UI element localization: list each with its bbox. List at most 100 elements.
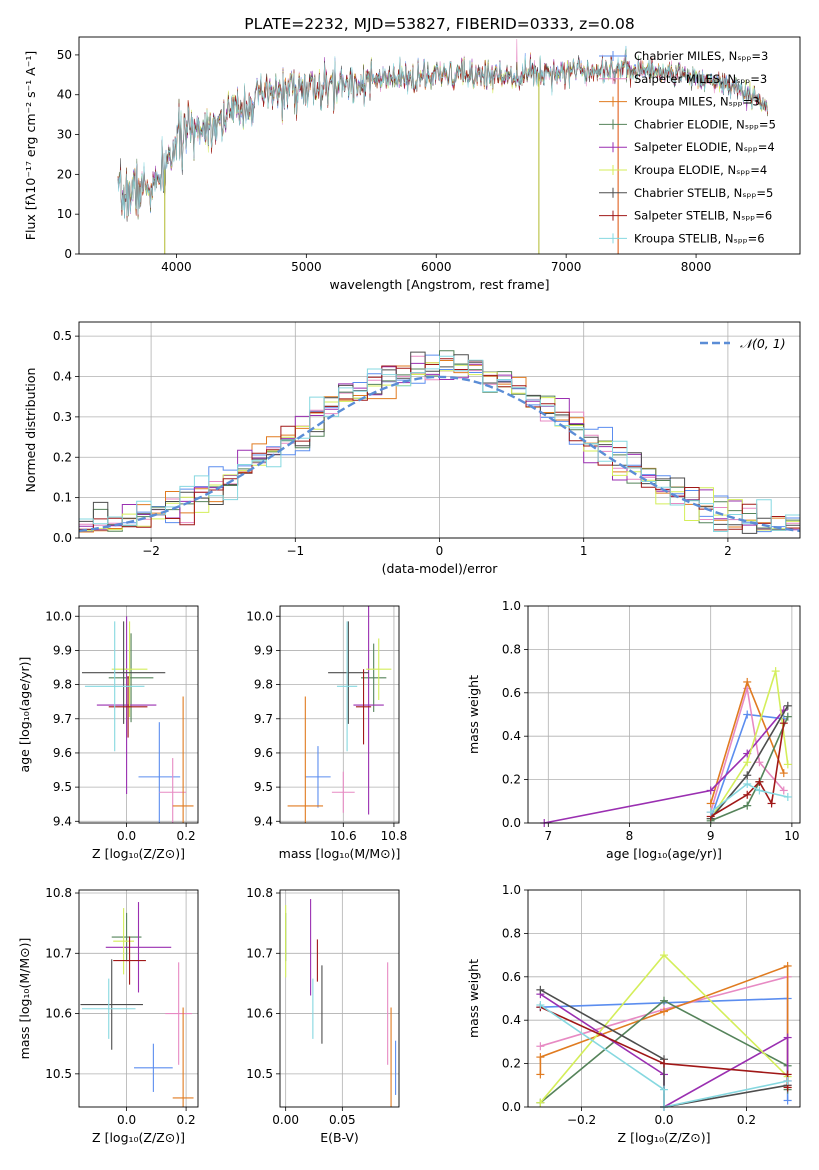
plot-frame bbox=[527, 605, 801, 824]
y-tick-label: 0.1 bbox=[53, 491, 72, 505]
x-tick-label: 1 bbox=[580, 544, 588, 558]
weight-marker bbox=[779, 719, 788, 728]
weight-marker bbox=[755, 758, 764, 767]
weight-line bbox=[710, 782, 788, 813]
plot-frame bbox=[279, 889, 400, 1108]
plot-frame bbox=[527, 889, 801, 1108]
x-axis-label: Z [log₁₀(Z/Z⊙)] bbox=[92, 1130, 185, 1145]
weight-marker bbox=[743, 677, 752, 686]
y-tick-label: 9.8 bbox=[254, 678, 273, 692]
errorbars bbox=[80, 902, 194, 1107]
errorbar-point bbox=[84, 621, 145, 752]
x-tick-label: −2 bbox=[142, 544, 160, 558]
histograms bbox=[79, 350, 800, 534]
x-axis-label: (data-model)/error bbox=[382, 561, 499, 576]
x-tick-label: 0 bbox=[436, 544, 444, 558]
legend-label: Kroupa MILES, Nₛₚₚ=3 bbox=[634, 95, 760, 109]
weight-marker bbox=[767, 799, 776, 808]
y-tick-label: 0.4 bbox=[53, 370, 72, 384]
errorbar-point bbox=[172, 1007, 194, 1107]
y-tick-label: 9.6 bbox=[53, 746, 72, 760]
errorbar-point bbox=[165, 962, 193, 1065]
y-tick-label: 0.2 bbox=[502, 773, 521, 787]
y-tick-label: 0.4 bbox=[502, 729, 521, 743]
ticks: −0.2 0.0 0.2 0.0 0.2 0.4 0.6 0.8 1.0 bbox=[502, 883, 756, 1127]
errorbar-point bbox=[172, 696, 194, 823]
y-tick-label: 0.0 bbox=[502, 1100, 521, 1114]
y-tick-label: 0.8 bbox=[502, 642, 521, 656]
histogram-step bbox=[79, 355, 800, 532]
legend-label: Salpeter ELODIE, Nₛₚₚ=4 bbox=[634, 140, 775, 154]
y-tick-label: 9.7 bbox=[254, 712, 273, 726]
weight-line bbox=[709, 688, 785, 813]
ticks: 7 8 9 10 0.0 0.2 0.4 0.6 0.8 1.0 bbox=[502, 599, 800, 843]
errorbar-point bbox=[138, 722, 181, 823]
weight-marker bbox=[783, 792, 792, 801]
y-tick-label: 10.5 bbox=[246, 1067, 273, 1081]
x-tick-label: 0.0 bbox=[117, 829, 136, 843]
gaussian-curve bbox=[79, 375, 800, 533]
x-axis-label: E(B-V) bbox=[320, 1130, 359, 1145]
y-tick-label: 10.8 bbox=[246, 886, 273, 900]
x-axis-label: mass [log₁₀(M/M⊙)] bbox=[279, 846, 401, 861]
y-axis-label: mass weight bbox=[466, 959, 481, 1038]
weight-marker bbox=[706, 808, 715, 817]
x-tick-label: 0.0 bbox=[117, 1113, 136, 1127]
weight-marker bbox=[779, 769, 788, 778]
y-tick-label: 1.0 bbox=[502, 599, 521, 613]
errorbar-point bbox=[111, 912, 142, 962]
y-tick-label: 10.7 bbox=[45, 946, 72, 960]
y-axis-label: mass [log₁₀(M/M⊙)] bbox=[17, 938, 32, 1060]
weight-marker bbox=[783, 760, 792, 769]
y-tick-label: 0.0 bbox=[53, 531, 72, 545]
x-tick-label: 0.00 bbox=[272, 1113, 299, 1127]
weight-marker bbox=[743, 758, 752, 767]
mass-vs-EBV-panel: 0.00 0.05 10.5 10.6 10.7 10.8 E(B-V) bbox=[246, 886, 400, 1145]
errorbar-point bbox=[336, 621, 358, 752]
y-axis-label: Normed distribution bbox=[23, 368, 38, 493]
x-tick-label: 4000 bbox=[161, 260, 192, 274]
x-tick-label: 0.2 bbox=[177, 829, 196, 843]
x-tick-label: 10.8 bbox=[381, 829, 408, 843]
y-tick-label: 0.2 bbox=[502, 1057, 521, 1071]
legend-label: Kroupa ELODIE, Nₛₚₚ=4 bbox=[634, 163, 767, 177]
errorbar-point bbox=[287, 696, 324, 823]
errorbar-point bbox=[328, 621, 369, 724]
weight-vs-Z-panel: −0.2 0.0 0.2 0.0 0.2 0.4 0.6 0.8 1.0 Z [log₁₀(Z/Z… bbox=[466, 883, 801, 1145]
plot-frame bbox=[78, 889, 199, 1108]
y-tick-label: 9.9 bbox=[254, 643, 273, 657]
weight-marker bbox=[755, 777, 764, 786]
weight-vs-age-panel: 7 8 9 10 0.0 0.2 0.4 0.6 0.8 1.0 age [log₁₀(age/yr… bbox=[466, 599, 801, 861]
ticks: 4000 5000 6000 7000 8000 0 10 20 30 40 50 bbox=[57, 48, 712, 274]
ticks: 0.00 0.05 10.5 10.6 10.7 10.8 bbox=[246, 886, 355, 1127]
age-vs-Z-panel: 0.0 0.2 9.4 9.5 9.6 9.7 9.8 9.9 10.0 Z [log₁₀(Z/Z… bbox=[17, 605, 199, 861]
weight-marker bbox=[536, 1070, 545, 1079]
legend-label: Salpeter STELIB, Nₛₚₚ=6 bbox=[634, 209, 772, 223]
weight-marker bbox=[783, 712, 792, 721]
x-tick-label: 0.2 bbox=[177, 1113, 196, 1127]
gridlines bbox=[280, 890, 399, 1107]
ticks: 0.0 0.2 9.4 9.5 9.6 9.7 9.8 9.9 10.0 bbox=[45, 609, 195, 843]
y-tick-label: 0.6 bbox=[502, 686, 521, 700]
weight-marker bbox=[743, 771, 752, 780]
weight-lines bbox=[540, 667, 792, 827]
weight-marker bbox=[755, 786, 764, 795]
weight-marker bbox=[783, 701, 792, 710]
y-tick-label: 9.8 bbox=[53, 678, 72, 692]
weight-marker bbox=[783, 1096, 792, 1105]
y-tick-label: 10.6 bbox=[45, 1007, 72, 1021]
legend-label: Chabrier ELODIE, Nₛₚₚ=5 bbox=[634, 117, 776, 131]
y-axis-label: Flux [fλ10⁻¹⁷ erg cm⁻² s⁻¹ A⁻¹] bbox=[23, 51, 38, 240]
weight-marker bbox=[536, 1001, 545, 1010]
weight-line bbox=[710, 716, 789, 822]
y-tick-label: 0.6 bbox=[502, 970, 521, 984]
weight-marker bbox=[783, 1076, 792, 1085]
x-tick-label: 6000 bbox=[421, 260, 452, 274]
weight-marker bbox=[779, 786, 788, 795]
errorbar-point bbox=[159, 758, 187, 823]
errorbar-point bbox=[305, 746, 331, 808]
y-tick-label: 0.8 bbox=[502, 926, 521, 940]
spectrum-panel: 4000 5000 6000 7000 8000 0 10 20 30 40 50 wavelengt… bbox=[23, 15, 801, 292]
mass-vs-Z-panel: 0.0 0.2 10.5 10.6 10.7 10.8 Z [log₁₀(Z/Z⊙)] mas… bbox=[17, 886, 199, 1145]
legend-label: 𝒩(0, 1) bbox=[740, 336, 786, 351]
